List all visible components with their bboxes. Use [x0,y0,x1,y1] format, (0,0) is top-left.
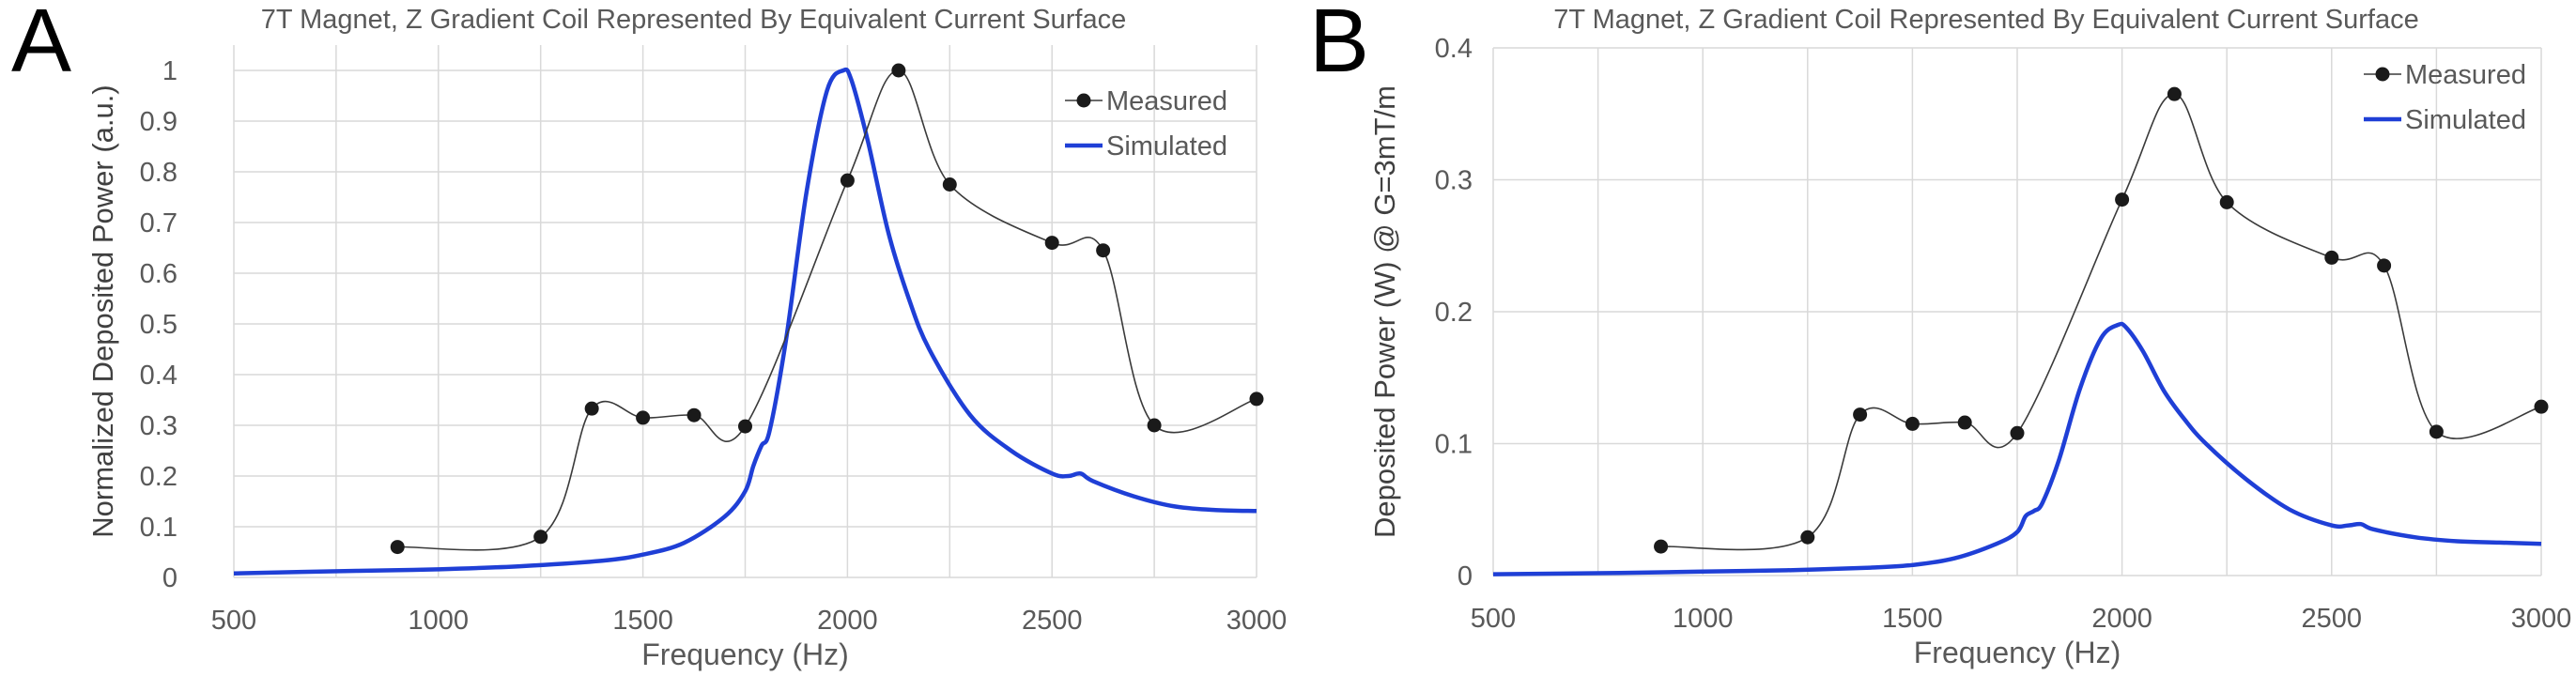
panel-b: B 0 0.1 0.2 0.3 0.4 500 1000 1500 2000 2500 3000 Fr… [1288,0,2576,671]
data-point-measured [2219,194,2234,209]
data-point-measured [2010,425,2025,440]
y-tick-label: 0.8 [140,158,177,188]
data-point-measured [686,407,702,422]
x-axis-title: Frequency (Hz) [641,638,849,671]
x-tick-label: 2000 [2091,604,2152,634]
x-tick-label: 500 [1471,604,1516,634]
y-tick-label: 0.3 [1435,166,1473,196]
data-point-measured [1249,392,1264,407]
x-tick-label: 3000 [1226,606,1288,636]
data-point-measured [636,410,651,425]
x-tick-label: 3000 [2511,604,2572,634]
legend-label-simulated: Simulated [2405,105,2526,135]
legend-marker-measured [1076,93,1091,108]
data-point-measured [2115,192,2130,207]
series-line-simulated [1492,321,2542,576]
y-axis-title: Deposited Power (W) @ G=3mT/m [1368,85,1401,538]
chart-title: 7T Magnet, Z Gradient Coil Represented B… [1553,5,2419,35]
data-point-measured [942,177,957,192]
y-tick-label: 0.7 [140,208,177,238]
data-point-measured [840,173,855,188]
y-tick-label: 0.1 [1435,430,1473,460]
series-line-measured [1660,93,2542,551]
data-point-measured [390,540,405,555]
panel-letter: B [1309,0,1370,91]
y-tick-label: 0.1 [140,513,177,543]
y-tick-label: 0.9 [140,107,177,137]
data-point-measured [1147,418,1162,433]
panel-a: A 0 0.1 0.2 0.3 0.4 0.5 0.6 0.7 0.8 0.9 1 500 1000 15… [0,0,1288,671]
x-tick-label: 1000 [409,606,470,636]
y-tick-label: 0.6 [140,259,177,289]
data-point-measured [1654,539,1669,554]
data-point-measured [584,401,599,416]
y-tick-label: 0.3 [140,411,177,441]
y-tick-label: 1 [162,56,177,86]
y-tick-label: 0 [162,563,177,593]
data-point-measured [2324,250,2339,265]
x-axis-title: Frequency (Hz) [1914,636,2121,669]
x-tick-label: 1500 [1882,604,1943,634]
chart-title: 7T Magnet, Z Gradient Coil Represented B… [261,5,1127,35]
x-tick-label: 2000 [817,606,878,636]
panel-letter: A [11,0,72,91]
y-tick-label: 0.5 [140,310,177,340]
data-point-measured [533,530,548,545]
y-tick-label: 0.4 [1435,34,1473,64]
data-point-measured [1800,530,1815,545]
data-point-measured [2167,86,2182,101]
y-tick-label: 0.2 [140,462,177,492]
data-point-measured [891,63,906,78]
data-point-measured [1096,243,1111,258]
x-tick-label: 1500 [612,606,673,636]
legend-label-measured: Measured [1106,86,1227,116]
x-tick-label: 1000 [1673,604,1734,634]
y-axis-title: Normalized Deposited Power (a.u.) [86,84,119,537]
series-line-simulated [233,67,1257,576]
x-tick-label: 500 [211,606,256,636]
y-tick-label: 0.4 [140,361,177,391]
data-point-measured [738,419,752,434]
data-point-measured [1957,415,1972,430]
data-point-measured [2534,399,2549,414]
data-point-measured [1044,236,1059,251]
x-tick-label: 2500 [2302,604,2363,634]
data-point-measured [1905,416,1920,431]
data-point-measured [2429,424,2444,439]
x-tick-label: 2500 [1022,606,1083,636]
y-tick-label: 0.2 [1435,298,1473,328]
legend-label-simulated: Simulated [1106,131,1227,161]
legend-label-measured: Measured [2405,60,2526,90]
legend-marker-measured [2375,67,2390,82]
data-point-measured [2377,258,2392,273]
data-point-measured [1853,407,1868,422]
chart-b: 0 0.1 0.2 0.3 0.4 500 1000 1500 2000 2500 3000 Freq… [1368,5,2572,669]
y-tick-label: 0 [1458,561,1473,592]
